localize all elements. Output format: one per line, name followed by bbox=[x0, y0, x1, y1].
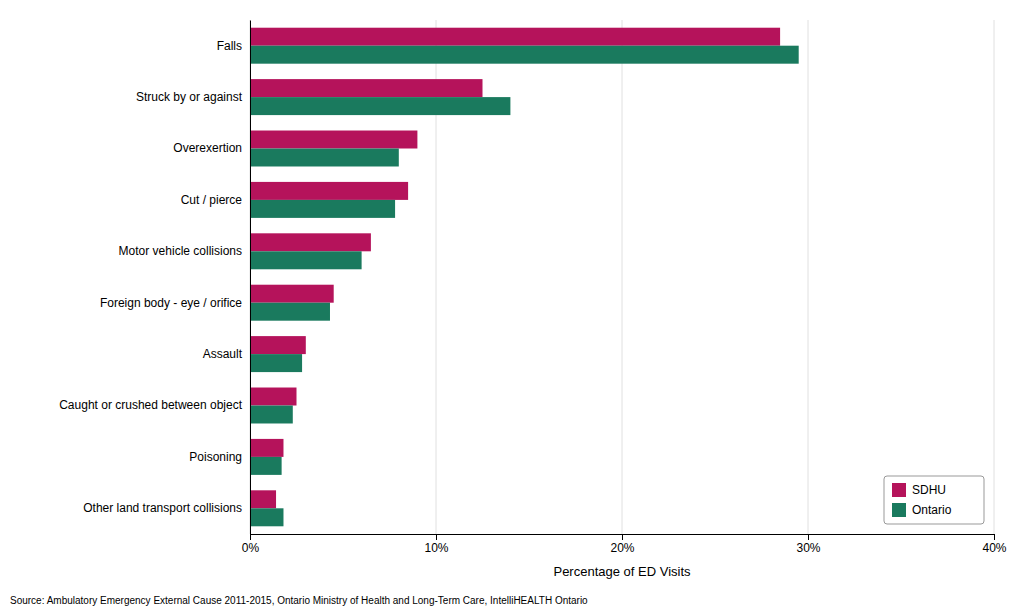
tick: Overexertion bbox=[173, 141, 242, 155]
legend: SDHU Ontario bbox=[884, 476, 984, 524]
tick-mark bbox=[436, 534, 437, 540]
axis-line bbox=[251, 535, 995, 541]
grid-line bbox=[994, 20, 995, 534]
x-axis: 0% 10% 20% 30% 40% bbox=[242, 534, 1007, 555]
legend-frame bbox=[884, 476, 984, 524]
tick: 40% bbox=[982, 534, 1006, 555]
bars bbox=[250, 28, 799, 527]
tick: 10% bbox=[424, 534, 448, 555]
legend-swatch bbox=[892, 483, 906, 497]
tick: Cut / pierce bbox=[181, 193, 243, 207]
bar bbox=[250, 97, 510, 115]
tick-label: Foreign body - eye / orifice bbox=[100, 296, 242, 310]
tick-label: Struck by or against bbox=[136, 90, 243, 104]
bar bbox=[250, 406, 293, 424]
legend-item: SDHU bbox=[892, 483, 946, 497]
tick-label: 40% bbox=[982, 541, 1006, 555]
bar bbox=[250, 200, 395, 218]
tick-label: Overexertion bbox=[173, 141, 242, 155]
annotation: Source: Ambulatory Emergency External Ca… bbox=[10, 595, 588, 606]
tick-mark bbox=[250, 534, 251, 540]
grid bbox=[250, 20, 994, 534]
bar bbox=[250, 457, 282, 475]
tick-label: Other land transport collisions bbox=[83, 501, 242, 515]
grid-line bbox=[622, 20, 623, 534]
y-axis: Falls Struck by or against Overexertion Cut… bbox=[59, 21, 250, 535]
axis-line bbox=[250, 21, 251, 535]
bar bbox=[250, 46, 799, 64]
tick: Motor vehicle collisions bbox=[119, 244, 242, 258]
tick: 0% bbox=[242, 534, 260, 555]
tick-label: 10% bbox=[424, 541, 448, 555]
bar bbox=[250, 508, 283, 526]
tick-label: 30% bbox=[796, 541, 820, 555]
bar-series bbox=[250, 46, 799, 527]
tick: Poisoning bbox=[189, 450, 242, 464]
tick-label: Falls bbox=[217, 39, 242, 53]
bar bbox=[250, 182, 408, 200]
bar bbox=[250, 439, 283, 457]
tick-label: Poisoning bbox=[189, 450, 242, 464]
bar bbox=[250, 233, 371, 251]
bar bbox=[250, 131, 417, 149]
tick-label: 20% bbox=[610, 541, 634, 555]
tick-mark bbox=[622, 534, 623, 540]
tick-label: Caught or crushed between object bbox=[59, 398, 242, 412]
tick-label: Cut / pierce bbox=[181, 193, 243, 207]
tick: Caught or crushed between object bbox=[59, 398, 242, 412]
tick: Foreign body - eye / orifice bbox=[100, 296, 242, 310]
tick: 30% bbox=[796, 534, 820, 555]
bar bbox=[250, 149, 399, 167]
chart: 0% 10% 20% 30% 40% Falls Struck by or against O… bbox=[0, 0, 1024, 614]
legend-item: Ontario bbox=[892, 503, 952, 517]
tick: 20% bbox=[610, 534, 634, 555]
tick-mark bbox=[808, 534, 809, 540]
x-axis-title: Percentage of ED Visits bbox=[553, 564, 691, 579]
tick: Struck by or against bbox=[136, 90, 243, 104]
tick: Falls bbox=[217, 39, 242, 53]
bar bbox=[250, 336, 306, 354]
bar bbox=[250, 79, 483, 97]
tick-label: 0% bbox=[242, 541, 260, 555]
legend-label: SDHU bbox=[912, 483, 946, 497]
tick: Assault bbox=[203, 347, 243, 361]
bar bbox=[250, 388, 297, 406]
bar bbox=[250, 354, 302, 372]
tick-label: Assault bbox=[203, 347, 243, 361]
grid-line bbox=[808, 20, 809, 534]
bar bbox=[250, 490, 276, 508]
bar-series bbox=[250, 28, 780, 509]
tick-label: Motor vehicle collisions bbox=[119, 244, 242, 258]
bar bbox=[250, 251, 362, 269]
bar bbox=[250, 285, 334, 303]
plot: 0% 10% 20% 30% 40% Falls Struck by or against O… bbox=[59, 20, 1007, 555]
legend-swatch bbox=[892, 503, 906, 517]
tick: Other land transport collisions bbox=[83, 501, 242, 515]
bar bbox=[250, 303, 330, 321]
tick-mark bbox=[994, 534, 995, 540]
legend-label: Ontario bbox=[912, 503, 952, 517]
bar bbox=[250, 28, 780, 46]
grid-line bbox=[250, 20, 251, 534]
